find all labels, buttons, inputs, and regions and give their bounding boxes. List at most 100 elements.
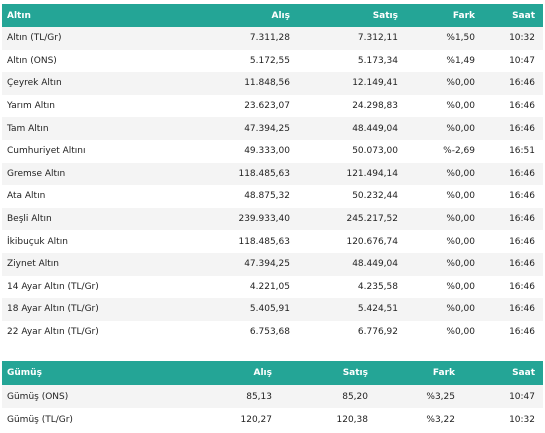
gold-table-row: Beşli Altın 239.933,40 245.217,52 %0,00 16:4… bbox=[2, 207, 543, 231]
gold-cell-sell: 120.676,74 bbox=[290, 230, 398, 253]
gold-cell-name: Beşli Altın bbox=[2, 207, 148, 231]
gold-cell-time: 16:46 bbox=[475, 185, 543, 208]
gold-cell-name: 18 Ayar Altın (TL/Gr) bbox=[2, 298, 148, 321]
gold-cell-time: 16:46 bbox=[475, 298, 543, 321]
gold-cell-sell: 5.173,34 bbox=[290, 49, 398, 73]
gold-cell-buy: 7.311,28 bbox=[148, 27, 290, 50]
gold-table-row: 14 Ayar Altın (TL/Gr) 4.221,05 4.235,58 %0,… bbox=[2, 275, 543, 299]
silver-header-diff: Fark bbox=[368, 361, 455, 385]
gold-cell-sell: 121.494,14 bbox=[290, 162, 398, 186]
silver-cell-name: Gümüş (TL/Gr) bbox=[2, 408, 106, 431]
gold-cell-buy: 49.333,00 bbox=[148, 139, 290, 163]
silver-cell-sell: 85,20 bbox=[272, 385, 368, 408]
silver-header-sell: Satış bbox=[272, 361, 368, 385]
silver-header-buy: Alış bbox=[106, 361, 272, 385]
gold-cell-buy: 6.753,68 bbox=[148, 320, 290, 344]
gold-cell-name: Ziynet Altın bbox=[2, 252, 148, 276]
gold-cell-time: 16:46 bbox=[475, 117, 543, 140]
silver-cell-buy: 85,13 bbox=[106, 385, 272, 408]
silver-cell-diff: %3,22 bbox=[368, 408, 455, 431]
gold-header-buy: Alış bbox=[148, 4, 290, 27]
gold-table-row: Yarım Altın 23.623,07 24.298,83 %0,00 16:46 bbox=[2, 94, 543, 118]
gold-cell-time: 16:46 bbox=[475, 94, 543, 118]
gold-cell-buy: 239.933,40 bbox=[148, 207, 290, 231]
gold-cell-diff: %1,50 bbox=[398, 27, 475, 50]
gold-cell-name: Ata Altın bbox=[2, 185, 148, 208]
gold-table-row: Ziynet Altın 47.394,25 48.449,04 %0,00 16:46 bbox=[2, 252, 543, 276]
gold-cell-name: 14 Ayar Altın (TL/Gr) bbox=[2, 275, 148, 299]
silver-cell-time: 10:47 bbox=[455, 385, 543, 408]
gold-cell-diff: %0,00 bbox=[398, 320, 475, 344]
silver-cell-diff: %3,25 bbox=[368, 385, 455, 408]
gold-table-row: Altın (TL/Gr) 7.311,28 7.312,11 %1,50 10:32 bbox=[2, 27, 543, 50]
gold-cell-name: Altın (ONS) bbox=[2, 49, 148, 73]
gold-cell-name: Cumhuriyet Altını bbox=[2, 139, 148, 163]
gold-cell-time: 16:46 bbox=[475, 207, 543, 231]
gold-cell-time: 10:47 bbox=[475, 49, 543, 73]
gold-cell-diff: %0,00 bbox=[398, 275, 475, 299]
gold-cell-sell: 48.449,04 bbox=[290, 117, 398, 140]
gold-header-sell: Satış bbox=[290, 4, 398, 27]
gold-cell-diff: %0,00 bbox=[398, 207, 475, 231]
gold-cell-sell: 50.073,00 bbox=[290, 139, 398, 163]
gold-cell-diff: %0,00 bbox=[398, 185, 475, 208]
gold-table-row: Cumhuriyet Altını 49.333,00 50.073,00 %-2,6… bbox=[2, 139, 543, 163]
gold-cell-buy: 5.172,55 bbox=[148, 49, 290, 73]
gold-cell-buy: 48.875,32 bbox=[148, 185, 290, 208]
gold-cell-time: 10:32 bbox=[475, 27, 543, 50]
gold-cell-name: Çeyrek Altın bbox=[2, 72, 148, 95]
gold-table-row: 22 Ayar Altın (TL/Gr) 6.753,68 6.776,92 %0,… bbox=[2, 320, 543, 344]
gold-table-row: Çeyrek Altın 11.848,56 12.149,41 %0,00 16:46 bbox=[2, 72, 543, 95]
gold-cell-diff: %0,00 bbox=[398, 94, 475, 118]
silver-header-row: Gümüş Alış Satış Fark Saat bbox=[2, 361, 543, 385]
gold-cell-buy: 5.405,91 bbox=[148, 298, 290, 321]
gold-cell-time: 16:51 bbox=[475, 139, 543, 163]
gold-cell-name: İkibuçuk Altın bbox=[2, 230, 148, 253]
gold-cell-time: 16:46 bbox=[475, 275, 543, 299]
gold-cell-sell: 5.424,51 bbox=[290, 298, 398, 321]
gold-cell-diff: %0,00 bbox=[398, 252, 475, 276]
gold-table-row: İkibuçuk Altın 118.485,63 120.676,74 %0,00 1… bbox=[2, 230, 543, 253]
gold-cell-name: 22 Ayar Altın (TL/Gr) bbox=[2, 320, 148, 344]
silver-price-table: Gümüş Alış Satış Fark Saat Gümüş (ONS) 85… bbox=[2, 361, 543, 431]
gold-cell-diff: %0,00 bbox=[398, 162, 475, 186]
gold-cell-diff: %0,00 bbox=[398, 72, 475, 95]
gold-table-row: Gremse Altın 118.485,63 121.494,14 %0,00 16:… bbox=[2, 162, 543, 186]
gold-cell-diff: %0,00 bbox=[398, 230, 475, 253]
gold-cell-name: Gremse Altın bbox=[2, 162, 148, 186]
silver-cell-time: 10:32 bbox=[455, 408, 543, 431]
silver-cell-sell: 120,38 bbox=[272, 408, 368, 431]
silver-cell-buy: 120,27 bbox=[106, 408, 272, 431]
gold-header-name: Altın bbox=[2, 4, 148, 27]
gold-cell-sell: 245.217,52 bbox=[290, 207, 398, 231]
silver-table-row: Gümüş (TL/Gr) 120,27 120,38 %3,22 10:32 bbox=[2, 408, 543, 431]
gold-cell-time: 16:46 bbox=[475, 252, 543, 276]
gold-header-row: Altın Alış Satış Fark Saat bbox=[2, 4, 543, 27]
gold-cell-buy: 118.485,63 bbox=[148, 162, 290, 186]
gold-cell-buy: 47.394,25 bbox=[148, 117, 290, 140]
gold-cell-sell: 12.149,41 bbox=[290, 72, 398, 95]
gold-table-row: 18 Ayar Altın (TL/Gr) 5.405,91 5.424,51 %0,… bbox=[2, 298, 543, 321]
gold-cell-sell: 24.298,83 bbox=[290, 94, 398, 118]
gold-cell-time: 16:46 bbox=[475, 320, 543, 344]
gold-table-row: Tam Altın 47.394,25 48.449,04 %0,00 16:46 bbox=[2, 117, 543, 140]
gold-price-table: Altın Alış Satış Fark Saat Altın (TL/Gr)… bbox=[2, 4, 543, 344]
gold-cell-diff: %0,00 bbox=[398, 117, 475, 140]
gold-cell-sell: 50.232,44 bbox=[290, 185, 398, 208]
gold-cell-name: Altın (TL/Gr) bbox=[2, 27, 148, 50]
gold-cell-sell: 6.776,92 bbox=[290, 320, 398, 344]
gold-cell-diff: %-2,69 bbox=[398, 139, 475, 163]
gold-cell-diff: %0,00 bbox=[398, 298, 475, 321]
silver-table-row: Gümüş (ONS) 85,13 85,20 %3,25 10:47 bbox=[2, 385, 543, 408]
gold-cell-name: Tam Altın bbox=[2, 117, 148, 140]
silver-header-time: Saat bbox=[455, 361, 543, 385]
silver-header-name: Gümüş bbox=[2, 361, 106, 385]
gold-cell-sell: 48.449,04 bbox=[290, 252, 398, 276]
gold-cell-diff: %1,49 bbox=[398, 49, 475, 73]
gold-header-time: Saat bbox=[475, 4, 543, 27]
gold-cell-buy: 47.394,25 bbox=[148, 252, 290, 276]
gold-cell-time: 16:46 bbox=[475, 162, 543, 186]
gold-cell-buy: 118.485,63 bbox=[148, 230, 290, 253]
gold-cell-buy: 4.221,05 bbox=[148, 275, 290, 299]
gold-cell-time: 16:46 bbox=[475, 230, 543, 253]
